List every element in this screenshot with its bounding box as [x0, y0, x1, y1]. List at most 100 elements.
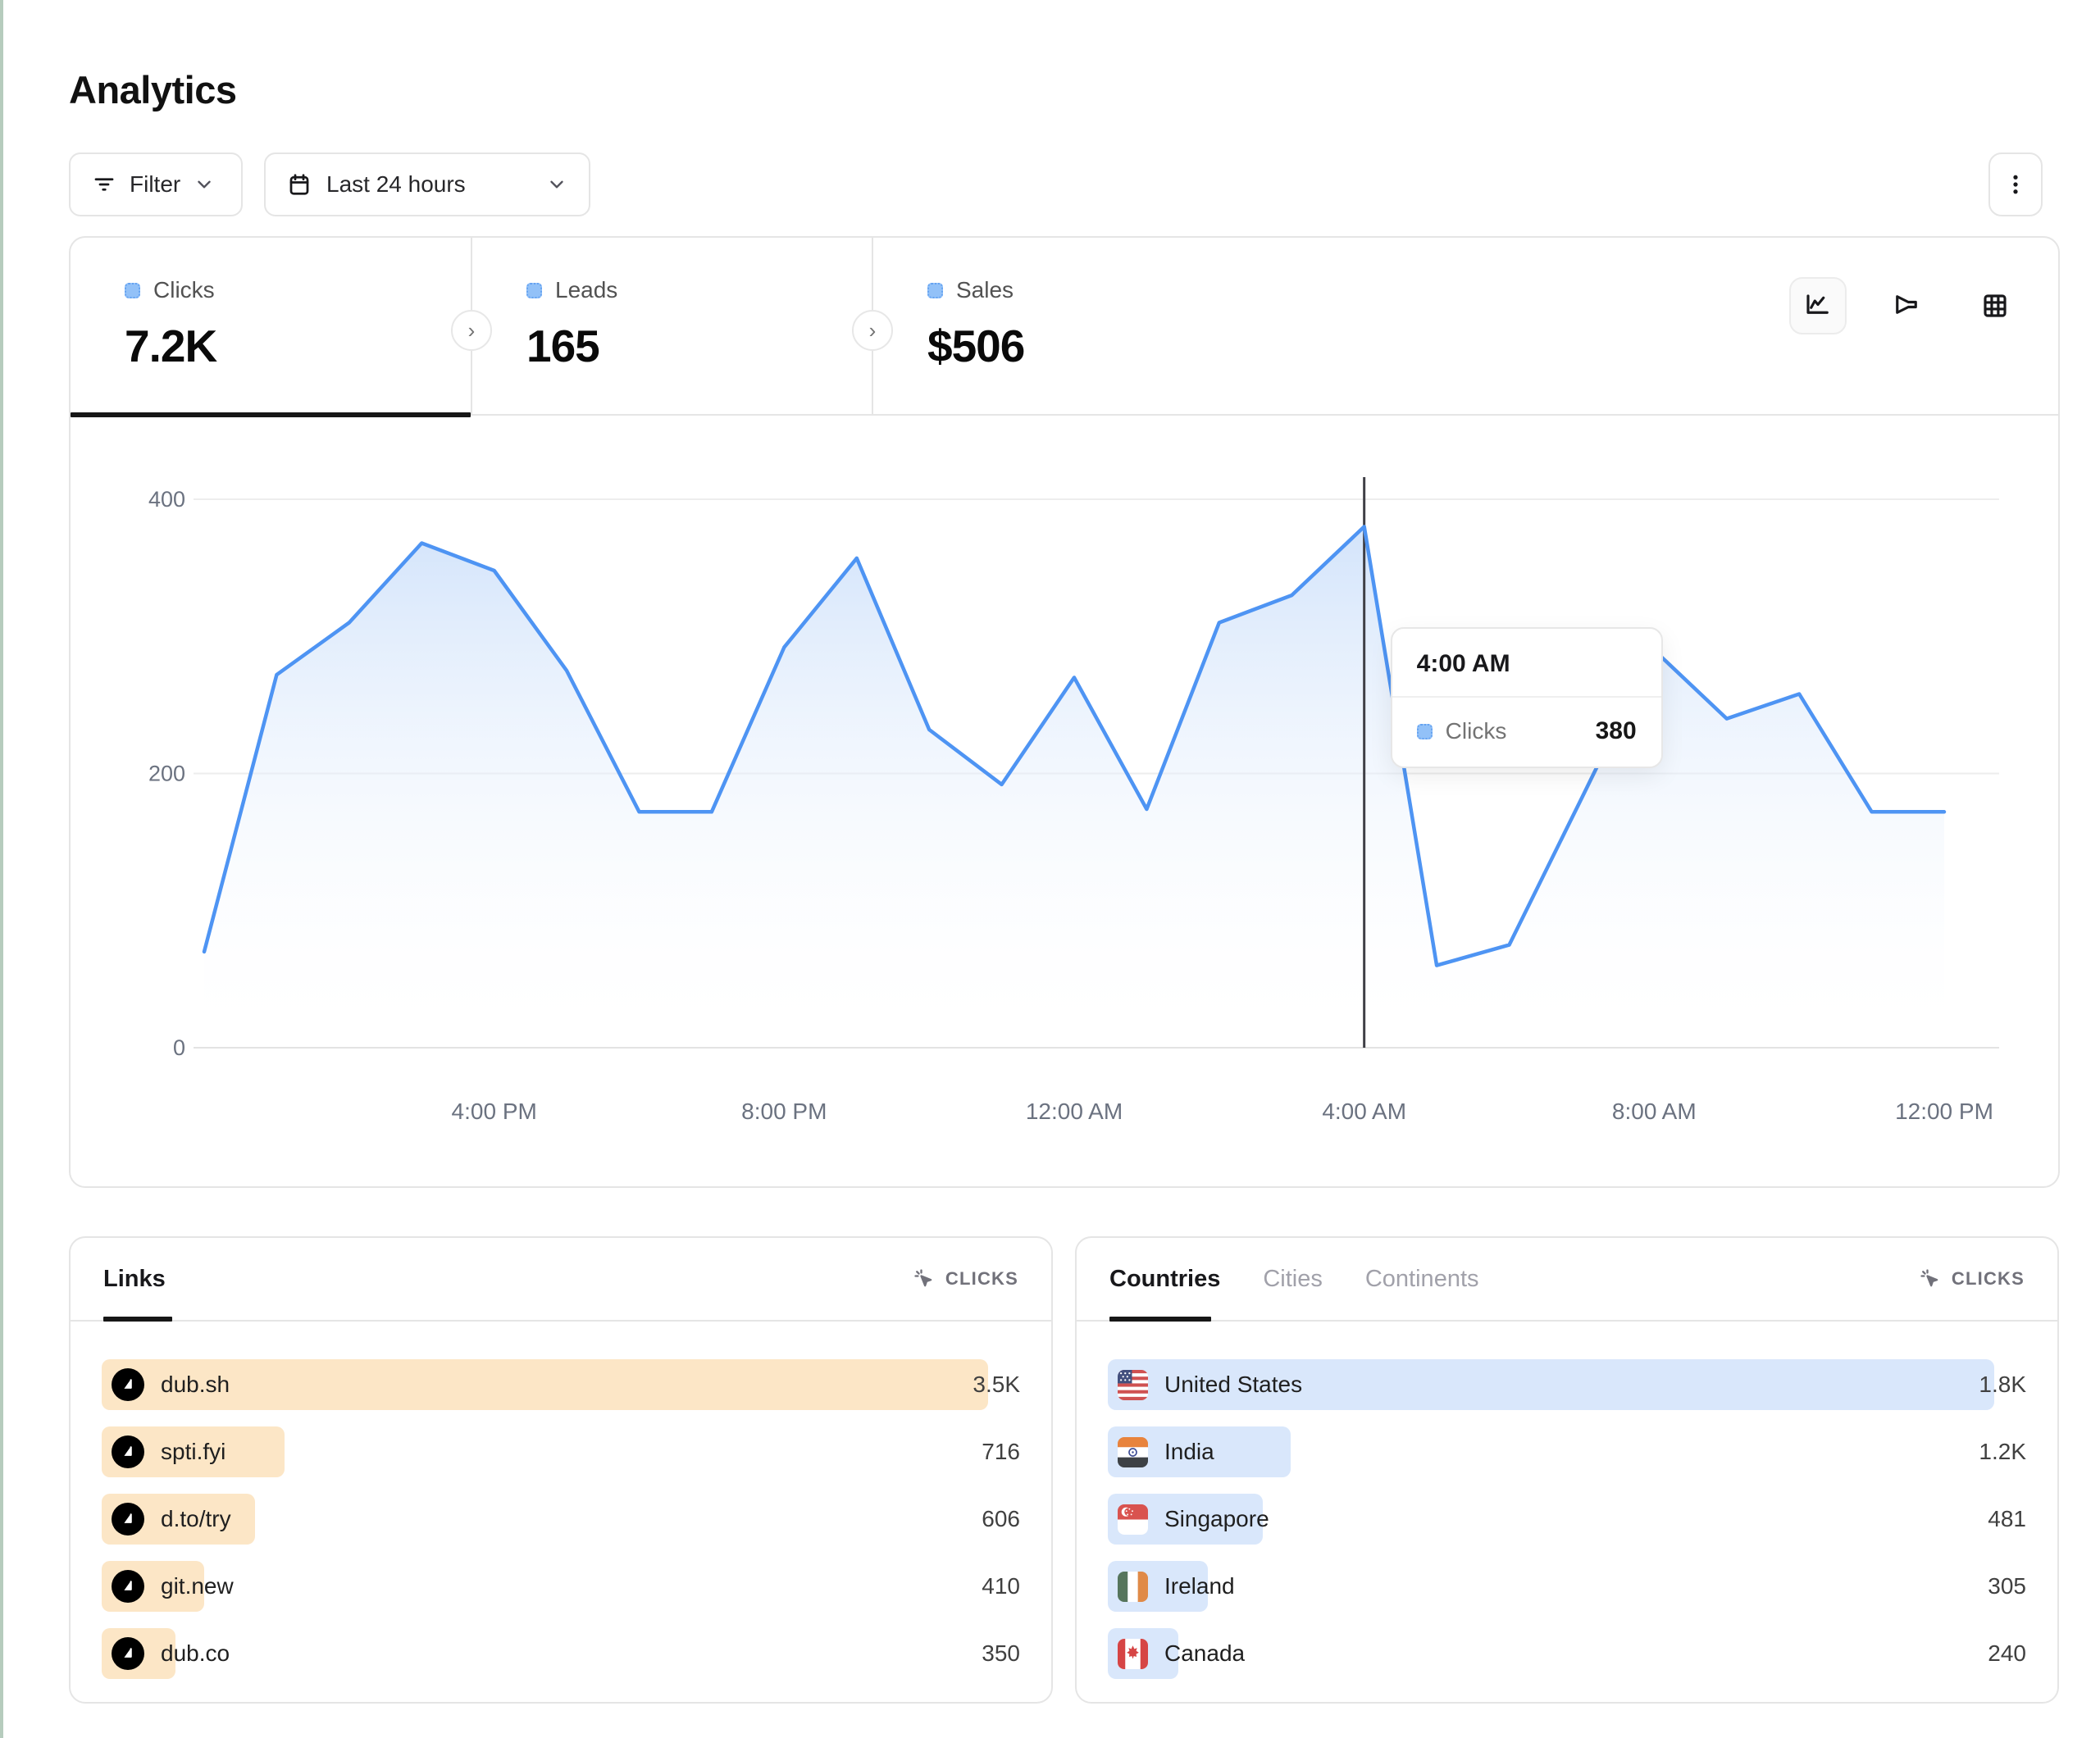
list-item[interactable]: Ireland 305: [1108, 1561, 2026, 1612]
leads-legend-icon: [526, 282, 542, 298]
us-flag-icon: [1118, 1369, 1148, 1400]
expand-leads-chevron-button[interactable]: ›: [852, 310, 893, 351]
dub-logo-icon: [112, 1503, 144, 1536]
list-item[interactable]: dub.sh 3.5K: [102, 1359, 1020, 1410]
row-label: Singapore: [1164, 1506, 1269, 1531]
tab-cities[interactable]: Cities: [1263, 1265, 1323, 1292]
row-label: spti.fyi: [161, 1439, 226, 1464]
kebab-menu-button[interactable]: [1988, 152, 2043, 216]
links-panel: Links CLICKS dub.sh 3.5K spti.fyi 716 d.to…: [69, 1236, 1053, 1704]
row-label: United States: [1164, 1372, 1303, 1397]
list-item[interactable]: India 1.2K: [1108, 1426, 2026, 1477]
row-value: 410: [982, 1573, 1020, 1599]
tab-leads[interactable]: Leads 165: [472, 238, 872, 416]
tab-clicks-label: Clicks: [153, 277, 215, 303]
dub-logo-icon: [112, 1637, 144, 1670]
row-label: dub.co: [161, 1640, 230, 1666]
svg-text:0: 0: [173, 1035, 185, 1060]
list-item[interactable]: spti.fyi 716: [102, 1426, 1020, 1477]
tooltip-value: 380: [1595, 717, 1637, 744]
tab-continents[interactable]: Continents: [1364, 1265, 1479, 1292]
page-title: Analytics: [69, 68, 237, 111]
svg-text:4:00 AM: 4:00 AM: [1322, 1099, 1406, 1124]
date-range-label: Last 24 hours: [326, 171, 466, 197]
row-value: 1.2K: [1979, 1439, 2026, 1464]
svg-text:4:00 PM: 4:00 PM: [452, 1099, 537, 1124]
ie-flag-icon: [1118, 1571, 1148, 1602]
funnel-chart-view-button[interactable]: [1878, 277, 1935, 334]
line-chart-view-button[interactable]: [1789, 277, 1847, 334]
clicks-legend-icon: [125, 282, 140, 298]
tab-leads-value: 165: [526, 321, 600, 371]
row-label: git.new: [161, 1573, 234, 1599]
table-view-button[interactable]: [1966, 277, 2024, 334]
links-metric-label: CLICKS: [945, 1268, 1018, 1289]
list-item[interactable]: d.to/try 606: [102, 1494, 1020, 1545]
list-item[interactable]: git.new 410: [102, 1561, 1020, 1612]
tab-links[interactable]: Links: [103, 1265, 166, 1292]
filter-button[interactable]: Filter: [69, 152, 243, 216]
links-list: dub.sh 3.5K spti.fyi 716 d.to/try 606 git.n…: [71, 1322, 1051, 1679]
ca-flag-icon: [1118, 1638, 1148, 1669]
svg-text:400: 400: [148, 487, 185, 512]
tab-sales-label: Sales: [956, 277, 1014, 303]
row-value: 606: [982, 1506, 1020, 1531]
window-edge: [0, 0, 3, 1738]
tab-clicks-value: 7.2K: [125, 321, 217, 371]
countries-metric-selector[interactable]: CLICKS: [1919, 1267, 2025, 1290]
countries-list: United States 1.8K India 1.2K Singapore 481…: [1077, 1322, 2057, 1679]
tab-sales-value: $506: [927, 321, 1025, 371]
row-value: 305: [1988, 1573, 2026, 1599]
list-item[interactable]: Singapore 481: [1108, 1494, 2026, 1545]
tab-sales[interactable]: Sales $506: [873, 238, 1283, 416]
chart-tooltip: 4:00 AM Clicks 380: [1390, 627, 1663, 768]
countries-active-tab-underline: [1109, 1317, 1211, 1322]
svg-text:12:00 PM: 12:00 PM: [1895, 1099, 1993, 1124]
row-label: Ireland: [1164, 1573, 1235, 1599]
row-label: d.to/try: [161, 1506, 231, 1531]
tab-countries[interactable]: Countries: [1109, 1265, 1221, 1292]
row-label: Canada: [1164, 1640, 1246, 1666]
sg-flag-icon: [1118, 1504, 1148, 1535]
expand-clicks-chevron-button[interactable]: ›: [451, 310, 492, 351]
chart-view-switcher: [1789, 277, 2024, 334]
tooltip-series-label: Clicks: [1445, 718, 1507, 744]
list-item[interactable]: Canada 240: [1108, 1628, 2026, 1679]
links-metric-selector[interactable]: CLICKS: [913, 1267, 1018, 1290]
row-bar: [1108, 1359, 1994, 1410]
svg-text:8:00 AM: 8:00 AM: [1612, 1099, 1697, 1124]
row-value: 240: [1988, 1640, 2026, 1666]
dub-logo-icon: [112, 1570, 144, 1603]
row-value: 481: [1988, 1506, 2026, 1531]
list-item[interactable]: United States 1.8K: [1108, 1359, 2026, 1410]
active-tab-underline: [71, 412, 471, 417]
cursor-click-icon: [1919, 1267, 1942, 1290]
dub-logo-icon: [112, 1368, 144, 1401]
svg-text:200: 200: [148, 762, 185, 786]
svg-text:12:00 AM: 12:00 AM: [1026, 1099, 1123, 1124]
row-value: 3.5K: [973, 1372, 1020, 1397]
chevron-down-icon: [546, 174, 567, 195]
kebab-menu-icon: [2003, 171, 2028, 198]
row-label: dub.sh: [161, 1372, 230, 1397]
line-chart-icon: [1803, 291, 1833, 321]
sales-legend-icon: [927, 282, 943, 298]
countries-metric-label: CLICKS: [1951, 1268, 2025, 1289]
row-bar: [102, 1359, 988, 1410]
chevron-down-icon: [194, 174, 215, 195]
date-range-button[interactable]: Last 24 hours: [264, 152, 590, 216]
calendar-icon: [287, 172, 312, 197]
row-value: 1.8K: [1979, 1372, 2026, 1397]
filter-lines-icon: [92, 172, 116, 197]
tab-clicks[interactable]: Clicks 7.2K: [71, 238, 471, 417]
dub-logo-icon: [112, 1435, 144, 1468]
in-flag-icon: [1118, 1436, 1148, 1467]
funnel-chart-icon: [1892, 291, 1921, 321]
tooltip-time: 4:00 AM: [1392, 629, 1661, 698]
clicks-time-series-chart[interactable]: 400 200 0 4:00 PM 8:00 PM 12:00 AM 4:00 AM 8:00…: [71, 416, 2061, 1190]
svg-text:8:00 PM: 8:00 PM: [741, 1099, 827, 1124]
cursor-click-icon: [913, 1267, 936, 1290]
list-item[interactable]: dub.co 350: [102, 1628, 1020, 1679]
row-value: 350: [982, 1640, 1020, 1666]
tab-leads-label: Leads: [555, 277, 618, 303]
